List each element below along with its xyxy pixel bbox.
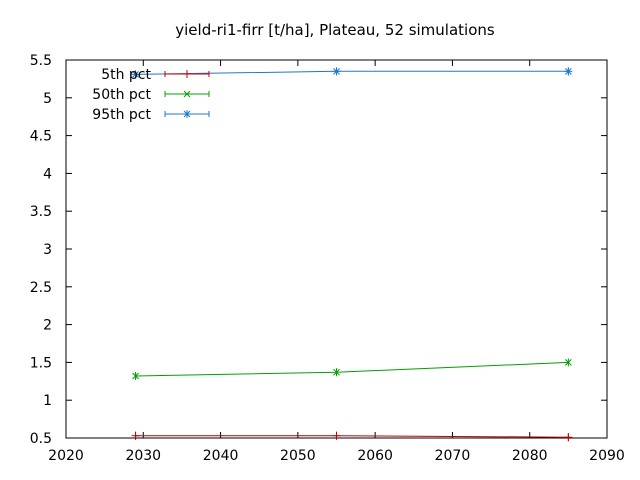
series-layer bbox=[131, 67, 573, 442]
data-point bbox=[332, 431, 341, 440]
x-tick-label: 2080 bbox=[512, 448, 548, 464]
legend-label: 5th pct bbox=[101, 67, 151, 83]
legend-item: 5th pct bbox=[101, 67, 210, 83]
y-tick-label: 2 bbox=[43, 318, 52, 334]
x-tick-label: 2020 bbox=[48, 448, 84, 464]
x-tick-label: 2090 bbox=[589, 448, 625, 464]
legend-label: 50th pct bbox=[92, 87, 151, 103]
series-line bbox=[135, 435, 569, 438]
y-tick-label: 5.5 bbox=[30, 53, 52, 69]
y-tick-label: 1 bbox=[43, 393, 52, 409]
legend-label: 95th pct bbox=[92, 107, 151, 123]
series-2 bbox=[132, 358, 572, 381]
y-tick-label: 4.5 bbox=[30, 129, 52, 145]
legend: 5th pct 50th pct 95th pct bbox=[92, 67, 210, 123]
x-tick-label: 2070 bbox=[435, 448, 471, 464]
x-tick-label: 2060 bbox=[357, 448, 393, 464]
y-tick-label: 4 bbox=[43, 166, 52, 182]
data-point bbox=[332, 67, 341, 76]
data-point bbox=[564, 67, 573, 76]
x-tick-label: 2030 bbox=[125, 448, 161, 464]
series-line bbox=[135, 361, 569, 377]
series-1 bbox=[131, 431, 573, 442]
y-tick-label: 0.5 bbox=[30, 431, 52, 447]
x-tick-label: 2050 bbox=[280, 448, 316, 464]
y-tick-label: 2.5 bbox=[30, 280, 52, 296]
data-point bbox=[565, 359, 572, 366]
data-point bbox=[131, 431, 140, 440]
legend-marker bbox=[183, 110, 191, 118]
legend-item: 50th pct bbox=[92, 87, 210, 103]
data-point bbox=[132, 372, 139, 380]
y-tick-labels: 0.5 1 1.5 2 2.5 3 3.5 4 4.5 5 5.5 bbox=[30, 53, 52, 447]
y-tick-label: 5 bbox=[43, 91, 52, 107]
series-3 bbox=[131, 67, 573, 79]
x-tick-label: 2040 bbox=[203, 448, 239, 464]
data-point bbox=[131, 70, 140, 79]
y-tick-label: 1.5 bbox=[30, 355, 52, 371]
y-tick-label: 3 bbox=[43, 242, 52, 258]
chart-title: yield-ri1-firr [t/ha], Plateau, 52 simul… bbox=[175, 21, 495, 39]
x-tick-labels: 2020 2030 2040 2050 2060 2070 2080 2090 bbox=[48, 448, 625, 464]
data-point bbox=[564, 433, 573, 442]
data-point bbox=[333, 368, 340, 376]
legend-marker bbox=[183, 70, 191, 78]
legend-item: 95th pct bbox=[92, 107, 210, 123]
y-tick-label: 3.5 bbox=[30, 204, 52, 220]
legend-marker bbox=[183, 90, 191, 98]
